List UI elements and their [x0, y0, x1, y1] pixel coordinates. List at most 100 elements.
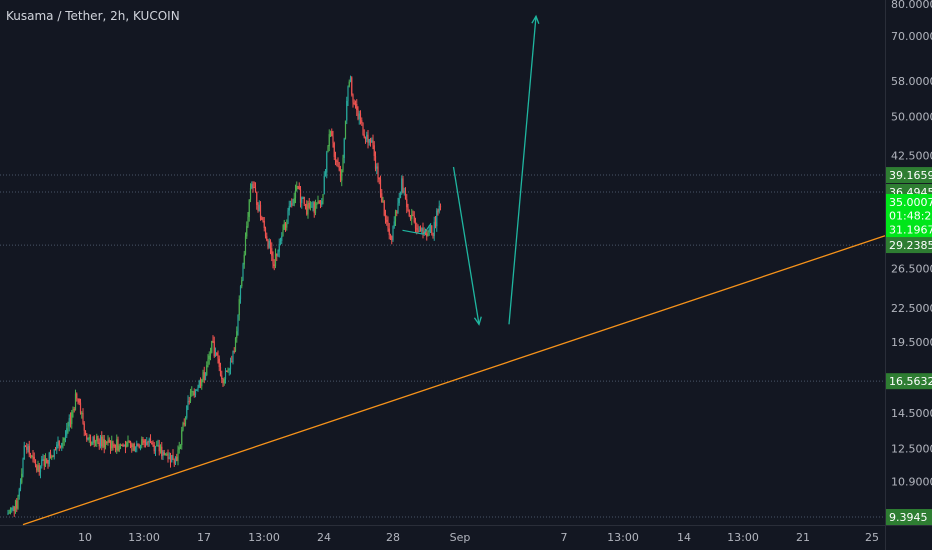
candle-body [433, 221, 435, 236]
price-tag-box [886, 193, 932, 210]
candle-body [327, 146, 329, 153]
candle-body [263, 221, 265, 229]
candle-body [304, 203, 307, 205]
candle-body [131, 444, 133, 447]
candle-body [234, 338, 237, 352]
candle-body [246, 226, 248, 237]
candle-body [247, 216, 249, 227]
candle-body [407, 207, 409, 211]
candle-body [409, 216, 412, 220]
candle-body [37, 465, 39, 471]
candle-body [177, 449, 179, 462]
candle-body [432, 232, 434, 236]
candle-body [164, 454, 167, 456]
candle-body [38, 465, 40, 473]
candle-body [382, 201, 384, 203]
price-tag-label: 01:48:25 [889, 209, 932, 222]
candle-body [378, 177, 380, 180]
candle-body [336, 160, 338, 162]
candle-body [207, 359, 209, 366]
candle-body [44, 458, 47, 466]
x-tick-label: 24 [317, 531, 331, 544]
candle-body [299, 189, 302, 203]
trendline [22, 235, 886, 526]
candle-body [309, 206, 312, 208]
candle-body [347, 86, 349, 101]
candle-body [292, 203, 294, 205]
candle-body [86, 434, 88, 440]
candle-body [223, 379, 225, 384]
candle-body [249, 188, 252, 200]
candle-body [237, 314, 239, 332]
candle-body [236, 331, 238, 339]
candle-body [64, 435, 67, 439]
candle-body [132, 443, 134, 447]
candle-body [8, 512, 10, 514]
candle-body [88, 436, 90, 440]
candle-body [187, 401, 189, 406]
candle-body [27, 445, 29, 450]
candle-body [393, 221, 395, 227]
price-tag-box [886, 509, 932, 525]
candle-body [114, 446, 117, 451]
candle-body [293, 197, 295, 204]
candle-body [287, 210, 289, 224]
candle-body [291, 203, 293, 205]
candle-body [268, 240, 270, 248]
candle-body [212, 340, 214, 342]
candle-body [369, 139, 372, 143]
candle-body [89, 436, 92, 445]
candle-body [123, 444, 125, 447]
candle-body [318, 201, 320, 204]
candle-body [227, 369, 229, 372]
candle-body [21, 473, 23, 483]
candle-body [73, 409, 75, 411]
candle-body [107, 439, 109, 443]
candle-body [51, 456, 53, 459]
x-tick-label: 7 [561, 531, 568, 544]
candle-body [186, 405, 188, 418]
candle-body [277, 251, 279, 256]
arrow-head [531, 14, 540, 24]
candle-body [176, 456, 178, 462]
candle-body [184, 417, 187, 425]
candle-body [233, 350, 235, 352]
candle-body [311, 206, 313, 208]
candle-body [297, 186, 299, 188]
candle-body [306, 204, 308, 215]
candle-body [127, 440, 129, 443]
candle-body [317, 201, 319, 204]
candle-body [243, 254, 245, 265]
candle-body [149, 438, 152, 443]
candle-body [256, 191, 258, 205]
candle-body [358, 113, 360, 119]
price-tag-label: 31.1967 [889, 224, 932, 237]
candle-body [17, 496, 19, 509]
candle-body [16, 500, 18, 509]
candle-body [229, 361, 232, 370]
candle-body [232, 350, 234, 362]
candle-body [57, 440, 59, 445]
candle-body [194, 390, 197, 396]
candle-body [82, 412, 84, 424]
pattern-line [402, 229, 424, 235]
candle-body [142, 439, 144, 441]
price-tag-box [886, 237, 932, 254]
candle-body [59, 445, 62, 448]
candle-body [24, 445, 27, 447]
candle-body [189, 392, 192, 402]
candle-body [421, 228, 423, 232]
candle-body [253, 187, 255, 189]
candle-body [83, 423, 85, 431]
candle-body [13, 506, 15, 512]
candle-body [262, 219, 264, 222]
pattern-line [423, 223, 432, 235]
price-tag-label: 35.0007 [889, 196, 932, 209]
candle-body [356, 104, 358, 111]
candle-body [422, 228, 424, 235]
candle-body [163, 452, 165, 456]
candle-body [112, 441, 114, 446]
candle-body [238, 299, 240, 315]
